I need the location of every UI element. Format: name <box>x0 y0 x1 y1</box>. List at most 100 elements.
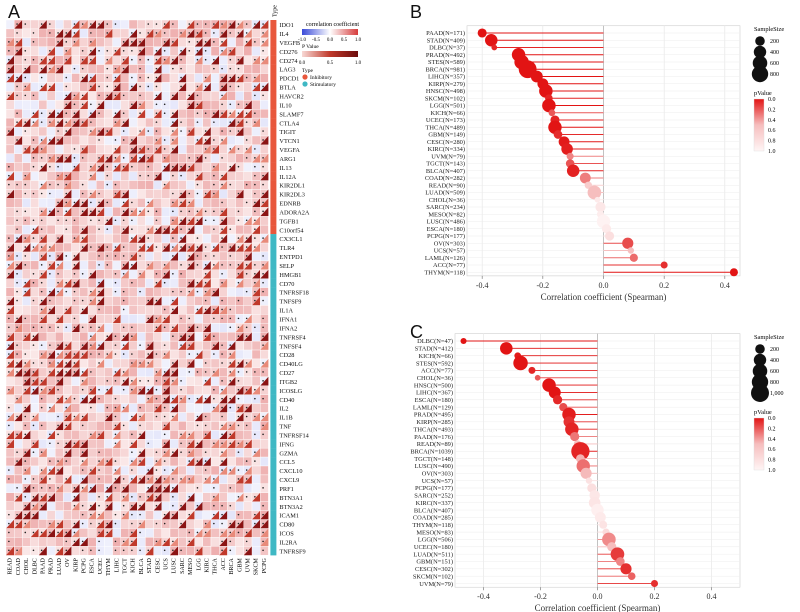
cancer-label: SKCM(N=102) <box>425 95 465 102</box>
heatmap-pvalue-triangle <box>186 341 195 351</box>
significance-dot <box>90 344 92 346</box>
heatmap-pvalue-triangle <box>186 358 195 368</box>
significance-dot <box>163 433 166 436</box>
significance-dot <box>49 487 51 489</box>
significance-dot <box>114 148 117 150</box>
row-type-bar <box>270 341 277 351</box>
heatmap-cell <box>112 528 121 538</box>
significance-dot <box>147 237 150 239</box>
heatmap-cell <box>177 117 187 128</box>
cancer-label: UCS(N=57) <box>434 248 465 255</box>
heatmap-pvalue-triangle <box>63 207 72 217</box>
heatmap-cell <box>243 376 253 386</box>
significance-dot <box>81 76 84 79</box>
heatmap-pvalue-triangle <box>30 385 39 395</box>
heatmap-cell <box>260 91 269 101</box>
row-type-bar <box>270 180 277 190</box>
heatmap-cell <box>30 447 40 458</box>
heatmap-pvalue-triangle <box>170 243 179 252</box>
heatmap-pvalue-triangle <box>137 100 146 110</box>
heatmap-pvalue-triangle <box>55 314 64 324</box>
heatmap-pvalue-triangle <box>170 109 179 119</box>
significance-dot <box>180 433 182 436</box>
significance-dot <box>245 121 248 123</box>
heatmap-cell <box>194 233 204 244</box>
significance-dot <box>81 353 84 355</box>
heatmap-cell <box>112 537 121 547</box>
significance-dot <box>147 388 150 391</box>
heatmap-cell <box>227 91 236 101</box>
x-tick-label: -0.2 <box>536 281 549 290</box>
significance-dot <box>8 41 10 43</box>
heatmap-cell <box>153 465 163 476</box>
significance-dot <box>245 362 248 364</box>
significance-dot <box>98 299 100 302</box>
heatmap-pvalue-triangle <box>14 20 23 29</box>
heatmap-pvalue-triangle <box>194 55 203 65</box>
significance-dot <box>180 397 182 400</box>
significance-dot <box>81 157 84 159</box>
heatmap-cell <box>22 91 31 101</box>
heatmap-pvalue-triangle <box>79 207 88 217</box>
heatmap-pvalue-triangle <box>186 260 195 270</box>
significance-dot <box>245 388 248 391</box>
significance-dot <box>24 406 27 409</box>
heatmap-cell <box>243 46 253 56</box>
heatmap-pvalue-triangle <box>63 474 72 484</box>
significance-dot <box>65 371 68 373</box>
significance-dot <box>40 183 43 186</box>
heatmap-cell <box>13 207 23 217</box>
heatmap-cell <box>46 73 56 83</box>
significance-dot <box>204 290 207 293</box>
heatmap-cell <box>218 367 228 378</box>
heatmap-cell <box>5 483 15 493</box>
heatmap-cell <box>55 180 64 190</box>
significance-dot <box>180 49 182 52</box>
heatmap-cell <box>210 349 220 360</box>
row-type-bar <box>270 216 277 226</box>
heatmap-cell <box>210 447 220 458</box>
heatmap-cell <box>112 287 121 297</box>
significance-dot <box>180 317 182 320</box>
heatmap-cell <box>30 394 40 404</box>
significance-dot <box>32 299 35 302</box>
column-label: KIRP <box>73 558 79 572</box>
heatmap-cell <box>120 82 130 92</box>
heatmap-pvalue-triangle <box>112 73 121 83</box>
significance-dot <box>229 371 232 373</box>
significance-dot <box>139 531 141 534</box>
significance-dot <box>81 415 84 418</box>
heatmap-cell <box>210 269 220 279</box>
heatmap-pvalue-triangle <box>96 162 105 172</box>
heatmap-cell <box>202 439 212 449</box>
significance-dot <box>49 388 51 391</box>
row-label: CD276 <box>279 49 297 56</box>
heatmap-cell <box>136 55 146 65</box>
significance-dot <box>196 415 199 418</box>
heatmap-cell <box>202 385 212 395</box>
heatmap-cell <box>260 394 269 404</box>
significance-dot <box>237 76 240 79</box>
significance-dot <box>114 281 117 284</box>
heatmap-cell <box>95 483 105 493</box>
significance-dot <box>8 362 10 364</box>
heatmap-cell <box>79 546 89 556</box>
column-label: LUSC <box>172 558 178 573</box>
heatmap-pvalue-triangle <box>243 314 252 324</box>
significance-dot <box>24 478 27 480</box>
significance-dot <box>172 228 174 230</box>
heatmap-cell <box>251 349 261 360</box>
heatmap-cell <box>79 46 89 56</box>
significance-dot <box>196 255 199 257</box>
heatmap-pvalue-triangle <box>243 528 252 538</box>
column-label: THCA <box>213 558 219 575</box>
significance-dot <box>254 433 256 436</box>
heatmap-pvalue-triangle <box>202 430 211 440</box>
heatmap-cell <box>177 135 187 146</box>
significance-dot <box>106 522 109 525</box>
significance-dot <box>32 192 35 195</box>
heatmap-cell <box>87 358 97 369</box>
heatmap-pvalue-triangle <box>112 46 121 56</box>
significance-dot <box>237 317 240 320</box>
significance-dot <box>196 549 199 552</box>
